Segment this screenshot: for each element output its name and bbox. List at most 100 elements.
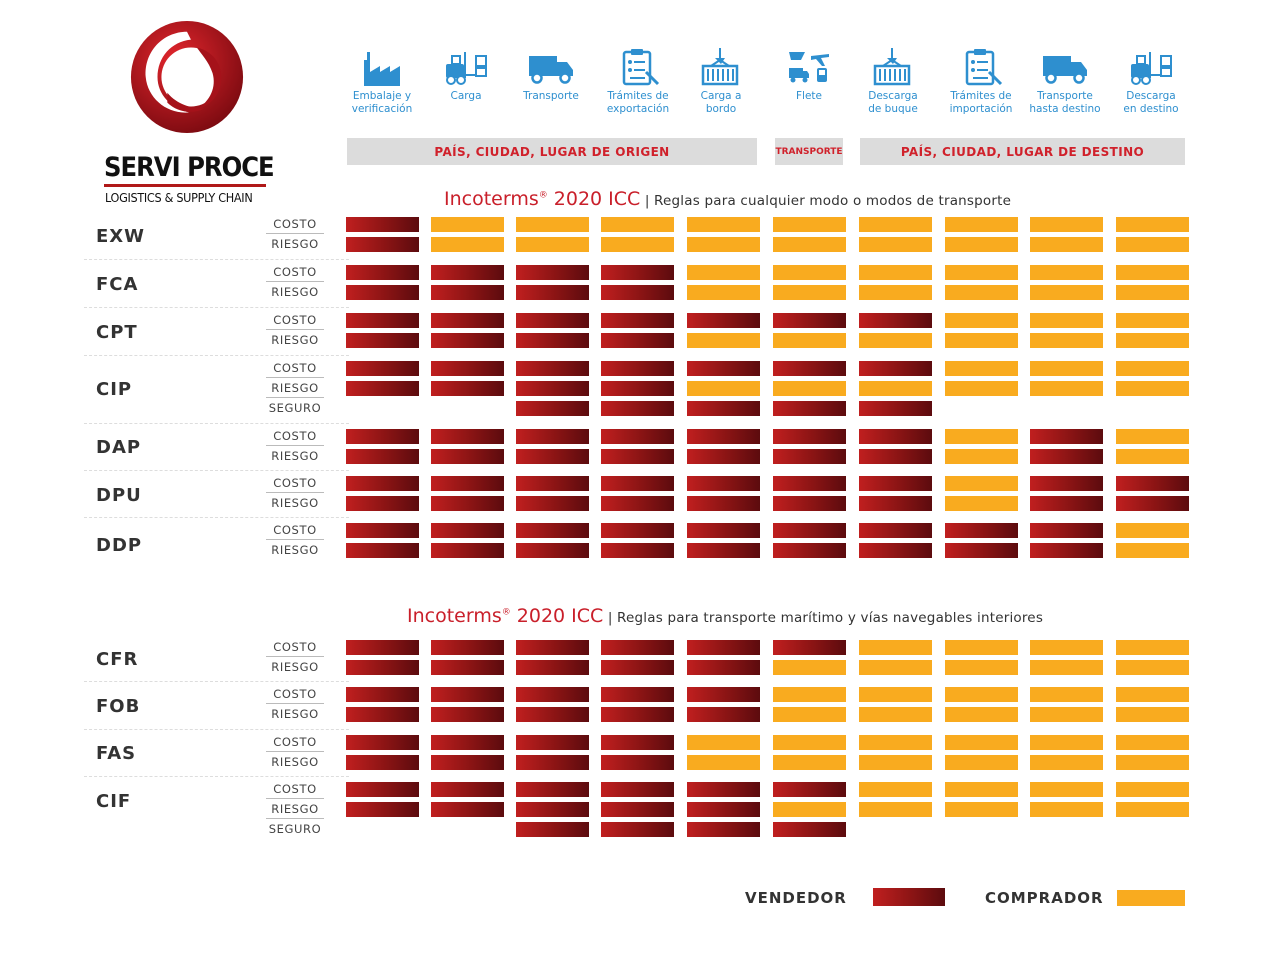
step-2: Carga — [424, 46, 508, 103]
seller-cell — [601, 401, 674, 416]
seller-cell — [516, 313, 589, 328]
seller-cell — [687, 523, 760, 538]
seller-cell — [516, 822, 589, 837]
buyer-cell — [1030, 707, 1103, 722]
buyer-cell — [687, 217, 760, 232]
buyer-cell — [773, 802, 846, 817]
seller-cell — [346, 640, 419, 655]
seller-cell — [773, 401, 846, 416]
seller-cell — [859, 476, 932, 491]
buyer-cell — [687, 333, 760, 348]
responsibility-label: SEGURO — [268, 822, 322, 836]
seller-cell — [431, 265, 504, 280]
legend-buyer-swatch — [1117, 890, 1185, 906]
seller-cell — [516, 401, 589, 416]
seller-cell — [601, 523, 674, 538]
seller-cell — [687, 496, 760, 511]
seller-cell — [859, 361, 932, 376]
brand-tagline: LOGISTICS & SUPPLY CHAIN — [105, 190, 253, 205]
seller-cell — [687, 449, 760, 464]
origin-banner: PAÍS, CIUDAD, LUGAR DE ORIGEN — [347, 138, 757, 165]
responsibility-label: COSTO — [262, 782, 328, 799]
truck-icon — [529, 56, 573, 84]
incoterm-code: FAS — [96, 743, 137, 764]
seller-cell — [431, 735, 504, 750]
buyer-cell — [1116, 429, 1189, 444]
seller-cell — [346, 660, 419, 675]
seller-cell — [687, 361, 760, 376]
seller-cell — [346, 217, 419, 232]
buyer-cell — [859, 285, 932, 300]
buyer-cell — [687, 285, 760, 300]
seller-cell — [601, 429, 674, 444]
buyer-cell — [945, 735, 1018, 750]
buyer-cell — [1030, 333, 1103, 348]
seller-cell — [773, 523, 846, 538]
buyer-cell — [773, 333, 846, 348]
buyer-cell — [1116, 802, 1189, 817]
seller-cell — [601, 381, 674, 396]
buyer-cell — [773, 687, 846, 702]
buyer-cell — [687, 265, 760, 280]
buyer-cell — [945, 755, 1018, 770]
seller-cell — [431, 687, 504, 702]
seller-cell — [431, 640, 504, 655]
seller-cell — [601, 449, 674, 464]
destination-banner: PAÍS, CIUDAD, LUGAR DE DESTINO — [860, 138, 1185, 165]
company-logo: SERVI PROCE LOGISTICS & SUPPLY CHAIN — [100, 14, 275, 205]
buyer-cell — [1116, 543, 1189, 558]
buyer-cell — [859, 755, 932, 770]
buyer-cell — [1116, 755, 1189, 770]
buyer-cell — [1030, 237, 1103, 252]
seller-cell — [516, 735, 589, 750]
buyer-cell — [859, 217, 932, 232]
crane-container-icon — [873, 48, 911, 86]
buyer-cell — [1030, 313, 1103, 328]
buyer-cell — [1116, 313, 1189, 328]
seller-cell — [687, 640, 760, 655]
seller-cell — [773, 822, 846, 837]
seller-cell — [346, 476, 419, 491]
incoterm-code: CIF — [96, 791, 132, 812]
incoterm-code: CFR — [96, 649, 139, 670]
seller-cell — [516, 802, 589, 817]
buyer-cell — [945, 687, 1018, 702]
seller-cell — [1116, 476, 1189, 491]
seller-cell — [516, 687, 589, 702]
seller-cell — [516, 543, 589, 558]
seller-cell — [945, 523, 1018, 538]
seller-cell — [516, 755, 589, 770]
buyer-cell — [1030, 361, 1103, 376]
seller-cell — [945, 543, 1018, 558]
seller-cell — [431, 476, 504, 491]
buyer-cell — [859, 640, 932, 655]
seller-cell — [773, 361, 846, 376]
buyer-cell — [1030, 217, 1103, 232]
registered-mark: ® — [538, 190, 548, 201]
buyer-cell — [516, 217, 589, 232]
incoterm-code: DPU — [96, 485, 142, 506]
buyer-cell — [945, 476, 1018, 491]
buyer-cell — [945, 333, 1018, 348]
buyer-cell — [773, 660, 846, 675]
seller-cell — [516, 449, 589, 464]
seller-cell — [516, 333, 589, 348]
seller-cell — [687, 802, 760, 817]
buyer-cell — [687, 755, 760, 770]
buyer-cell — [1030, 802, 1103, 817]
step-7: Descarga de buque — [851, 46, 935, 116]
row-divider — [84, 307, 349, 308]
seller-cell — [687, 707, 760, 722]
buyer-cell — [859, 381, 932, 396]
brand-underline — [104, 184, 266, 187]
incoterm-code: EXW — [96, 226, 146, 247]
seller-cell — [601, 687, 674, 702]
seller-cell — [1030, 449, 1103, 464]
responsibility-label: COSTO — [262, 217, 328, 234]
seller-cell — [859, 449, 932, 464]
section-title: Incoterms® 2020 ICC | Reglas para cualqu… — [444, 188, 1011, 210]
buyer-cell — [945, 496, 1018, 511]
step-label: Trámites de importación — [949, 90, 1013, 115]
seller-cell — [431, 381, 504, 396]
buyer-cell — [773, 265, 846, 280]
